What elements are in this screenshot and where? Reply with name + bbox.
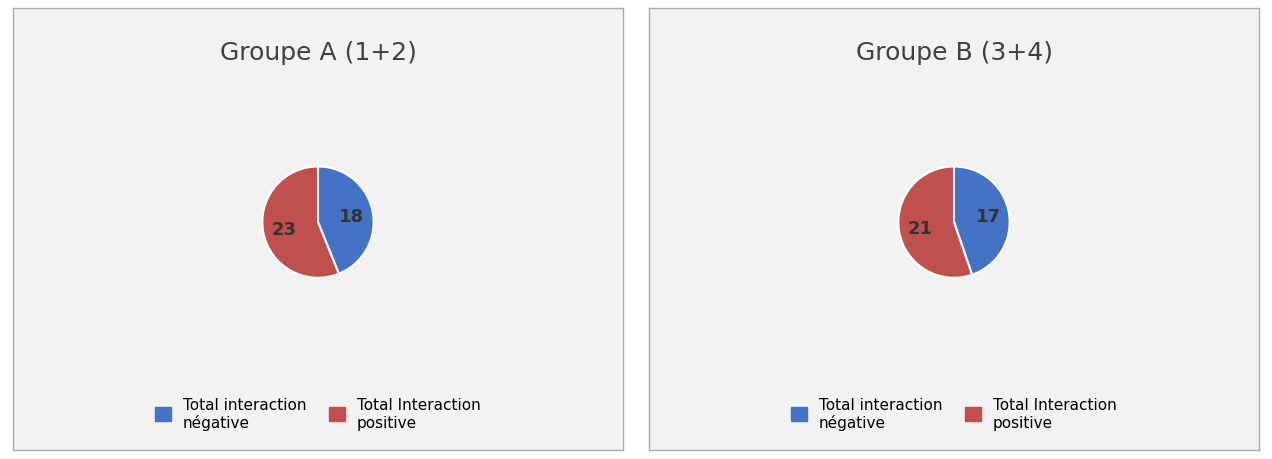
Text: 17: 17 [976, 208, 1001, 226]
Text: 23: 23 [272, 220, 296, 238]
Text: 21: 21 [907, 219, 932, 237]
Wedge shape [898, 167, 972, 278]
Text: Groupe A (1+2): Groupe A (1+2) [220, 41, 416, 65]
Legend: Total interaction
négative, Total Interaction
positive: Total interaction négative, Total Intera… [784, 389, 1124, 438]
Text: Groupe B (3+4): Groupe B (3+4) [856, 41, 1052, 65]
Legend: Total interaction
négative, Total Interaction
positive: Total interaction négative, Total Intera… [148, 389, 488, 438]
Wedge shape [262, 167, 338, 278]
Wedge shape [954, 167, 1010, 275]
Text: 18: 18 [340, 207, 365, 225]
Wedge shape [318, 167, 374, 274]
